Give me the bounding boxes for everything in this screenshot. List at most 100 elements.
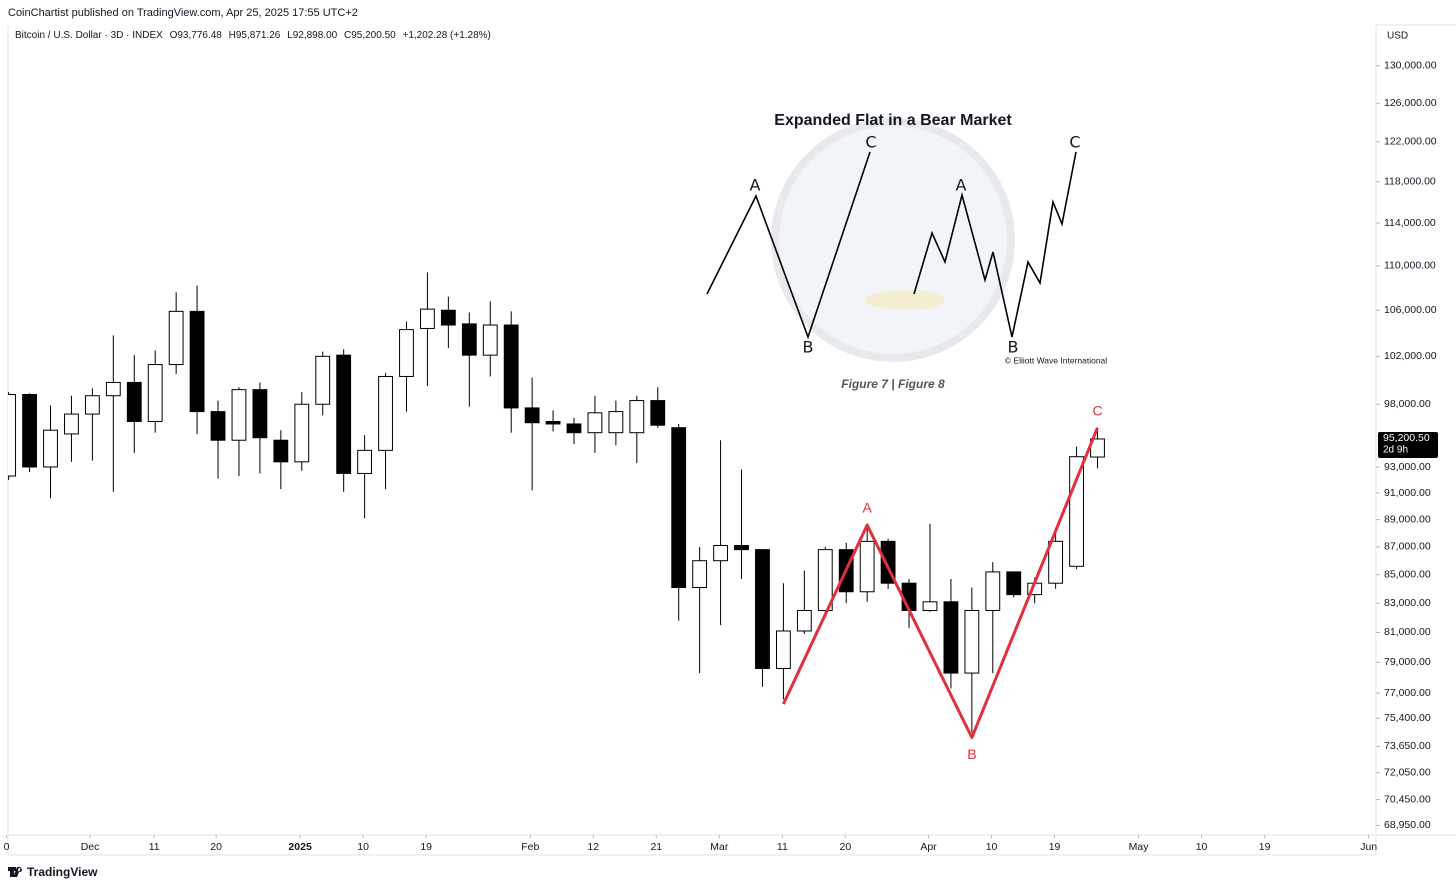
currency: USD <box>1387 31 1408 42</box>
y-tick-label: 130,000.00 <box>1384 60 1437 72</box>
candle-body <box>985 571 1001 611</box>
candle-body <box>8 394 17 477</box>
candle-body <box>252 389 268 439</box>
footer: TradingView <box>8 865 98 879</box>
change-label: +1,202.28 (+1.28%) <box>402 30 490 41</box>
x-tick-label: Dec <box>81 841 100 853</box>
candle-body <box>964 609 980 674</box>
inset-label: B <box>1008 338 1019 357</box>
candle-body <box>650 400 666 426</box>
plot-area <box>8 272 1105 740</box>
candle-body <box>43 429 58 468</box>
candle-body <box>692 560 708 588</box>
candle-body <box>1069 456 1084 567</box>
y-tick-label: 70,450.00 <box>1384 793 1431 805</box>
x-tick-label: Apr <box>920 841 937 853</box>
close-label: C95,200.50 <box>344 30 396 41</box>
inset-credit: © Elliott Wave International <box>1005 355 1107 365</box>
candle-body <box>775 630 791 669</box>
candle-body <box>168 310 184 366</box>
candle-body <box>357 449 373 474</box>
candle-body <box>294 403 310 463</box>
x-tick-label: Jun <box>1360 841 1377 853</box>
x-tick-label: 19 <box>420 841 432 853</box>
wave-diagram-left <box>706 151 871 340</box>
candle-body <box>461 323 477 356</box>
x-tick-label: 11 <box>149 841 160 853</box>
x-tick-label: Feb <box>521 841 539 853</box>
watermark <box>771 118 1015 362</box>
y-tick-label: 75,400.00 <box>1384 712 1431 724</box>
candle-body <box>755 549 770 669</box>
y-tick-label: 114,000.00 <box>1384 217 1436 229</box>
brand: TradingView <box>27 865 98 879</box>
candle-body <box>796 609 812 632</box>
inset-caption: Figure 7 | Figure 8 <box>841 377 945 391</box>
y-tick-label: 89,000.00 <box>1384 513 1431 525</box>
inset-label: C <box>865 133 876 152</box>
candle-body <box>440 309 456 326</box>
y-tick-label: 85,000.00 <box>1384 569 1431 581</box>
candle-body <box>817 549 833 611</box>
brand-logo <box>8 867 23 877</box>
y-tick-label: 77,000.00 <box>1384 687 1431 699</box>
high-label: H95,871.26 <box>229 30 281 41</box>
candle-body <box>105 381 121 397</box>
x-tick-label: 12 <box>587 841 599 853</box>
candle-body <box>943 601 959 674</box>
x-tick-label: 2025 <box>288 841 312 853</box>
open-label: O93,776.48 <box>170 30 223 41</box>
x-tick-label: 10 <box>986 841 998 853</box>
x-tick-label: 11 <box>777 841 788 853</box>
x-tick-label: May <box>1129 841 1150 853</box>
inset-label: A <box>750 176 761 195</box>
candle-body <box>399 329 414 377</box>
y-tick-label: 98,000.00 <box>1384 398 1431 410</box>
candle-body <box>734 544 749 551</box>
inset-label: A <box>956 176 967 195</box>
wave-label: A <box>862 500 872 516</box>
y-tick-label: 83,000.00 <box>1384 597 1431 609</box>
publisher: CoinChartist published on TradingView.co… <box>8 7 358 19</box>
candle-body <box>273 439 289 463</box>
candle-body <box>503 324 519 409</box>
candle-body <box>378 375 393 451</box>
candle-body <box>22 394 37 468</box>
watermark-accent <box>865 290 945 310</box>
inset-label: B <box>803 338 814 357</box>
candle-body <box>859 540 875 593</box>
x-tick-label: 20 <box>840 841 852 853</box>
x-tick-label: 19 <box>1259 841 1271 853</box>
candle-body <box>713 544 728 562</box>
candle-body <box>64 413 79 435</box>
candle-body <box>524 407 540 424</box>
last-price-box <box>1378 431 1438 458</box>
candle-body <box>922 601 938 611</box>
wave-label: C <box>1092 402 1102 418</box>
symbol: Bitcoin / U.S. Dollar · 3D · INDEX <box>15 30 163 41</box>
wave-label: B <box>967 746 976 762</box>
candle-body <box>671 427 687 588</box>
x-tick-label: 0 <box>4 841 10 853</box>
last-price-label: 95,200.50 <box>1383 432 1430 444</box>
y-tick-label: 87,000.00 <box>1384 541 1431 553</box>
y-tick-label: 126,000.00 <box>1384 97 1437 109</box>
symbol-legend: Bitcoin / U.S. Dollar · 3D · INDEX O93,7… <box>15 30 491 41</box>
y-tick-label: 81,000.00 <box>1384 626 1431 638</box>
x-tick-label: 21 <box>650 841 662 853</box>
wave-line <box>782 427 1099 740</box>
candle-body <box>420 308 435 329</box>
candle-body <box>1006 571 1022 596</box>
candle-body <box>629 400 645 434</box>
x-tick-label: 10 <box>1196 841 1208 853</box>
y-tick-label: 73,650.00 <box>1384 740 1431 752</box>
candle-body <box>126 381 142 422</box>
candle-body <box>587 412 603 434</box>
candle-body <box>84 395 100 415</box>
candle-body <box>210 411 226 441</box>
candle-body <box>315 355 331 405</box>
candle-body <box>482 324 498 356</box>
candle-body <box>336 354 352 474</box>
y-tick-label: 93,000.00 <box>1384 461 1431 473</box>
